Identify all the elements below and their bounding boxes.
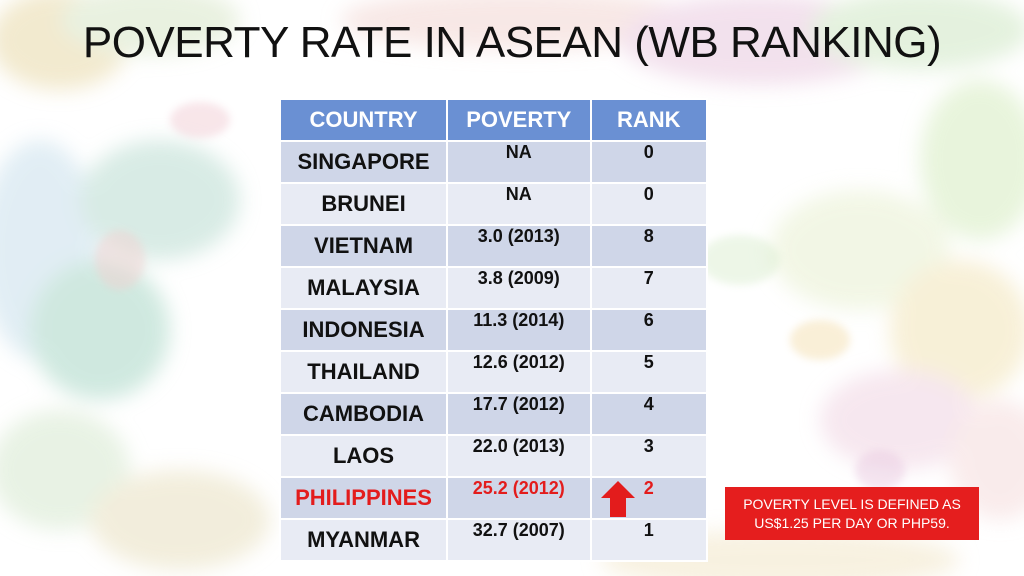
- rank-value: 6: [643, 310, 654, 330]
- table-row: MALAYSIA 3.8 (2009) 7: [278, 266, 709, 310]
- rank-value: 1: [643, 520, 654, 540]
- poverty-cell: 11.3 (2014): [446, 308, 592, 352]
- country-cell: SINGAPORE: [278, 140, 449, 184]
- rank-value: 7: [643, 268, 654, 288]
- table-header-row: COUNTRY POVERTY RANK: [278, 98, 709, 142]
- table-row: THAILAND 12.6 (2012) 5: [278, 350, 709, 394]
- rank-value: 8: [643, 226, 654, 246]
- rank-cell: 0: [589, 182, 709, 226]
- country-cell: BRUNEI: [278, 182, 449, 226]
- table-row: BRUNEI NA 0: [278, 182, 709, 226]
- rank-value: 3: [643, 436, 654, 456]
- country-cell: MALAYSIA: [278, 266, 449, 310]
- page-title: POVERTY RATE IN ASEAN (WB RANKING): [82, 18, 942, 67]
- rank-cell: 4: [589, 392, 709, 436]
- note-line-2: US$1.25 PER DAY OR PHP59.: [754, 514, 950, 531]
- country-cell: INDONESIA: [278, 308, 449, 352]
- table-row: SINGAPORE NA 0: [278, 140, 709, 184]
- rank-cell: 3: [589, 434, 709, 478]
- poverty-cell: 3.8 (2009): [446, 266, 592, 310]
- rank-value: 0: [643, 142, 654, 162]
- rank-cell: 6: [589, 308, 709, 352]
- rank-value: 2: [643, 478, 654, 498]
- rank-cell: 8: [589, 224, 709, 268]
- column-header-country: COUNTRY: [278, 98, 449, 142]
- rank-value: 4: [643, 394, 654, 414]
- poverty-cell: 25.2 (2012): [446, 476, 592, 520]
- country-cell: MYANMAR: [278, 518, 449, 562]
- up-arrow-icon: [600, 481, 635, 517]
- rank-cell: 0: [589, 140, 709, 184]
- table-row-highlighted: PHILIPPINES 25.2 (2012) 2: [278, 476, 709, 520]
- table-row: INDONESIA 11.3 (2014) 6: [278, 308, 709, 352]
- country-cell: VIETNAM: [278, 224, 449, 268]
- poverty-ranking-table: COUNTRY POVERTY RANK SINGAPORE NA 0 BRUN…: [278, 98, 709, 562]
- poverty-cell: 3.0 (2013): [446, 224, 592, 268]
- table-row: LAOS 22.0 (2013) 3: [278, 434, 709, 478]
- rank-value: 0: [643, 184, 654, 204]
- column-header-poverty: POVERTY: [446, 98, 592, 142]
- country-cell: CAMBODIA: [278, 392, 449, 436]
- country-cell: PHILIPPINES: [278, 476, 449, 520]
- table-row: MYANMAR 32.7 (2007) 1: [278, 518, 709, 562]
- rank-cell: 2: [589, 476, 709, 520]
- table-row: CAMBODIA 17.7 (2012) 4: [278, 392, 709, 436]
- poverty-cell: 17.7 (2012): [446, 392, 592, 436]
- poverty-cell: NA: [446, 140, 592, 184]
- country-cell: LAOS: [278, 434, 449, 478]
- rank-cell: 5: [589, 350, 709, 394]
- column-header-rank: RANK: [589, 98, 709, 142]
- table-row: VIETNAM 3.0 (2013) 8: [278, 224, 709, 268]
- poverty-cell: 12.6 (2012): [446, 350, 592, 394]
- poverty-definition-note: POVERTY LEVEL IS DEFINED AS US$1.25 PER …: [725, 487, 979, 540]
- rank-cell: 7: [589, 266, 709, 310]
- rank-cell: 1: [589, 518, 709, 562]
- poverty-cell: 32.7 (2007): [446, 518, 592, 562]
- country-cell: THAILAND: [278, 350, 449, 394]
- poverty-cell: NA: [446, 182, 592, 226]
- rank-value: 5: [643, 352, 654, 372]
- poverty-cell: 22.0 (2013): [446, 434, 592, 478]
- note-line-1: POVERTY LEVEL IS DEFINED AS: [743, 495, 961, 512]
